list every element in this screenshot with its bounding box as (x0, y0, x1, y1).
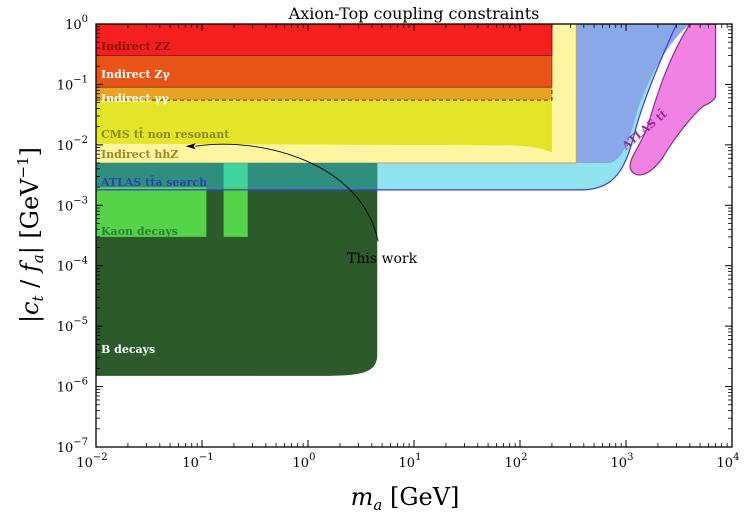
region-indirect-zz (96, 24, 553, 56)
y-tick-label: 10−7 (57, 437, 88, 456)
x-tick-label: 100 (293, 452, 316, 471)
annotation-arrowhead (185, 143, 196, 150)
region-atlas-tt (629, 24, 717, 176)
label-zz: Indirect ZZ (101, 40, 170, 53)
label-atlas_tta: ATLAS tt̄a search (100, 175, 207, 189)
annotation-line (195, 143, 379, 242)
label-cms: CMS tt̄ non resonant (101, 127, 230, 141)
y-tick-label: 100 (65, 14, 88, 33)
y-tick-label: 10−2 (57, 135, 88, 154)
label-b: B decays (101, 343, 155, 356)
x-tick-label: 103 (611, 452, 634, 471)
y-tick-label: 10−3 (57, 195, 88, 214)
chart-title: Axion-Top coupling constraints (288, 4, 540, 23)
x-axis-label: ma [GeV] (351, 483, 460, 514)
label-kaon: Kaon decays (101, 225, 178, 238)
atlas-tta-boundary (96, 24, 678, 191)
x-tick-label: 10−2 (76, 452, 107, 471)
plot-frame (95, 23, 733, 448)
region-kaon-overlap (223, 163, 248, 188)
label-gammagamma: Indirect γγ (101, 92, 170, 105)
label-hhz: Indirect hhZ (101, 148, 178, 161)
region-kaon-decays-band2 (223, 187, 248, 237)
x-tick-label: 102 (505, 452, 528, 471)
y-tick-label: 10−5 (57, 316, 88, 335)
y-tick-label: 10−1 (57, 74, 88, 93)
label-zgamma: Indirect Zγ (101, 68, 170, 81)
region-atlas-tta-upper (576, 24, 690, 164)
region-kaon-decays (96, 187, 207, 237)
annotation-this-work: This work (347, 251, 418, 267)
y-tick-label: 10−4 (57, 256, 88, 275)
x-tick-label: 10−1 (182, 452, 213, 471)
y-axis-label: |ct / fa| [GeV−1] (14, 147, 47, 323)
region-indirect-gammagamma-edge (96, 87, 553, 101)
y-tick-label: 10−6 (57, 377, 88, 396)
x-tick-label: 101 (399, 452, 422, 471)
x-tick-label: 104 (717, 452, 740, 471)
